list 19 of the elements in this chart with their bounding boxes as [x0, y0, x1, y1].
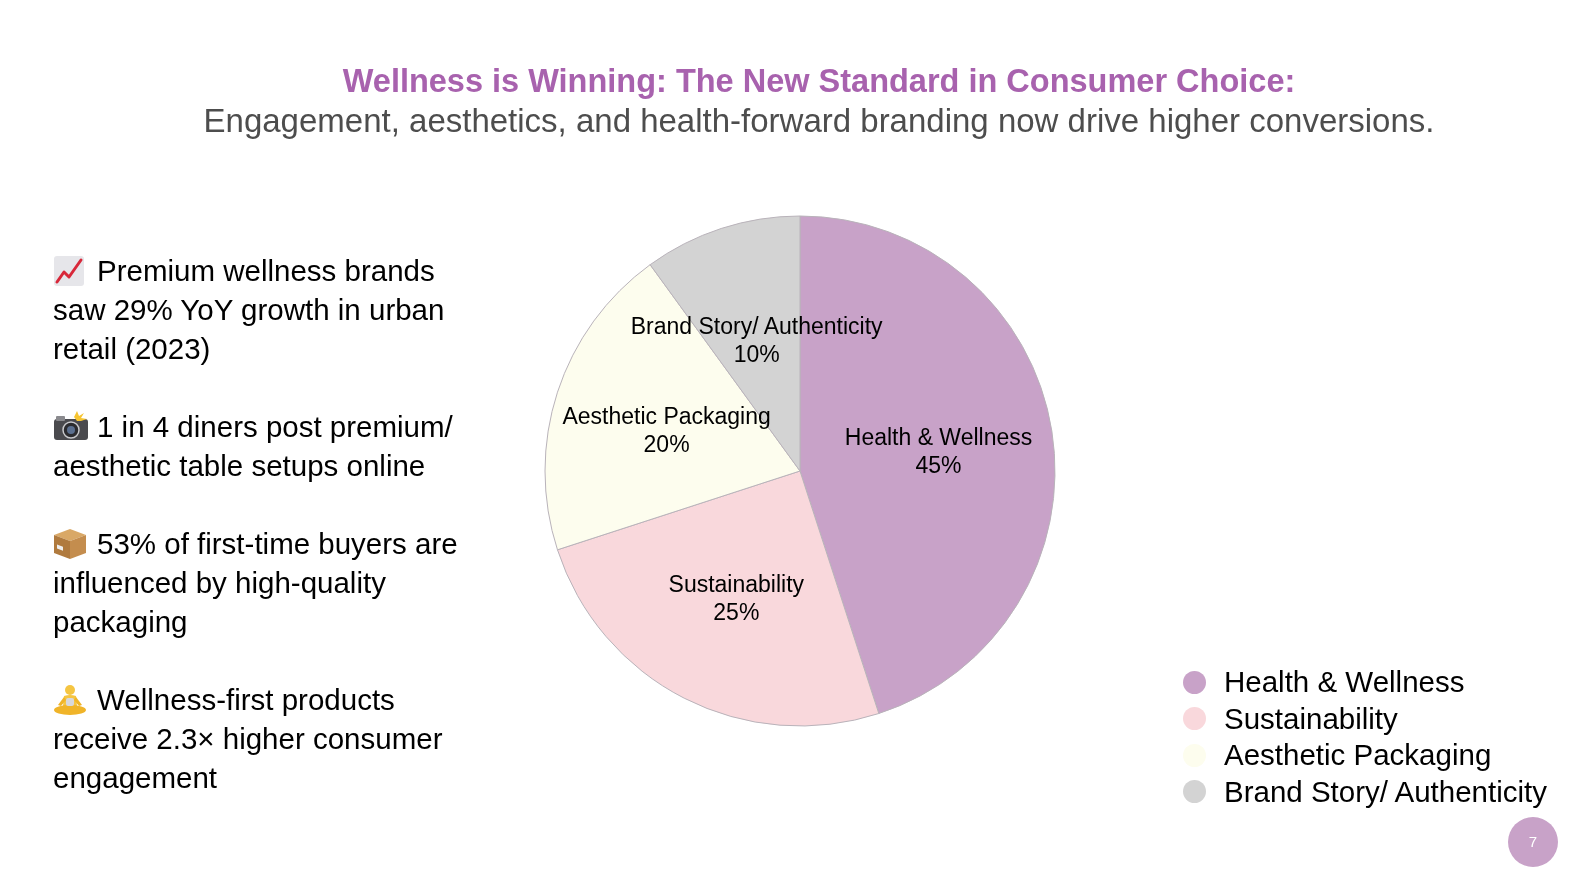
text: 7 — [1528, 833, 1538, 850]
data-label: 20% — [643, 430, 690, 457]
slice-label: Sustainability — [668, 570, 805, 597]
text: 1 in 4 diners post premium/ aesthetic table setups online — [53, 410, 453, 482]
slice-label: Health & Wellness — [844, 424, 1033, 451]
text: Wellness-first products receive 2.3× higher consumer engagement — [53, 683, 443, 794]
data-label: 45% — [915, 452, 962, 479]
data-label: 10% — [733, 340, 780, 367]
data-label: 25% — [713, 598, 760, 625]
text: Premium wellness brands saw 29% YoY growth in urban retail (2023) — [53, 254, 445, 365]
legend-label: Aesthetic Packaging — [1224, 737, 1492, 773]
legend-label: Brand Story/ Authenticity — [1224, 773, 1548, 810]
text: 53% of first-time buyers are influenced by high-quality packaging — [53, 527, 458, 638]
chart-subtitle: Engagement, aesthetics, and health-forward branding now drive higher conversions. — [203, 102, 1435, 139]
legend-label: Health & Wellness — [1224, 664, 1465, 700]
legend-label: Sustainability — [1224, 700, 1398, 737]
slice-label: Brand Story/ Authenticity — [630, 312, 884, 339]
slice-label: Aesthetic Packaging — [562, 402, 771, 429]
chart-title: Wellness is Winning: The New Standard in Consumer Choice: — [342, 63, 1296, 99]
